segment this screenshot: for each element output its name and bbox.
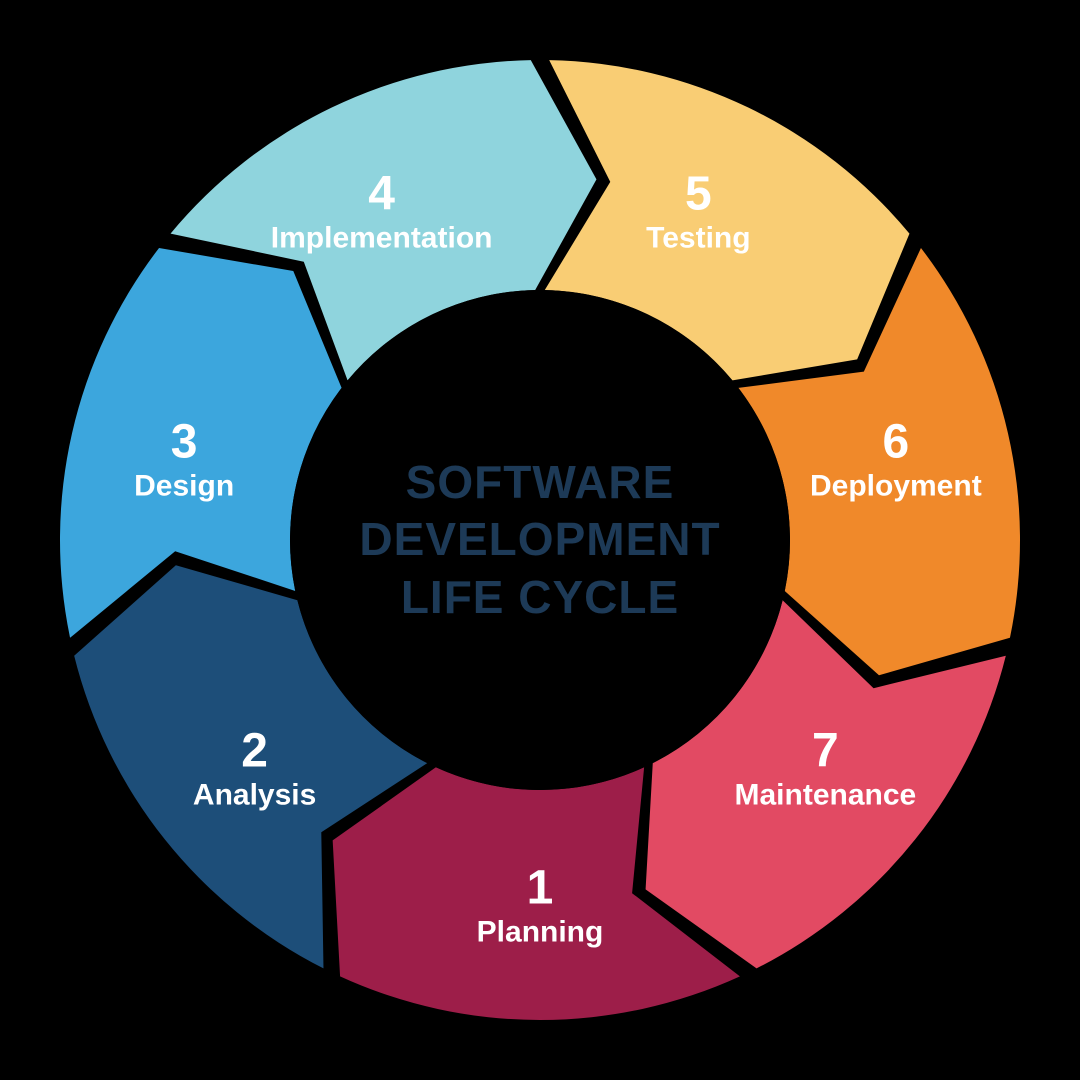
center-title: SOFTWARE DEVELOPMENT LIFE CYCLE xyxy=(359,454,720,627)
center-circle: SOFTWARE DEVELOPMENT LIFE CYCLE xyxy=(290,290,790,790)
sdlc-diagram: SOFTWARE DEVELOPMENT LIFE CYCLE 1Plannin… xyxy=(0,0,1080,1080)
